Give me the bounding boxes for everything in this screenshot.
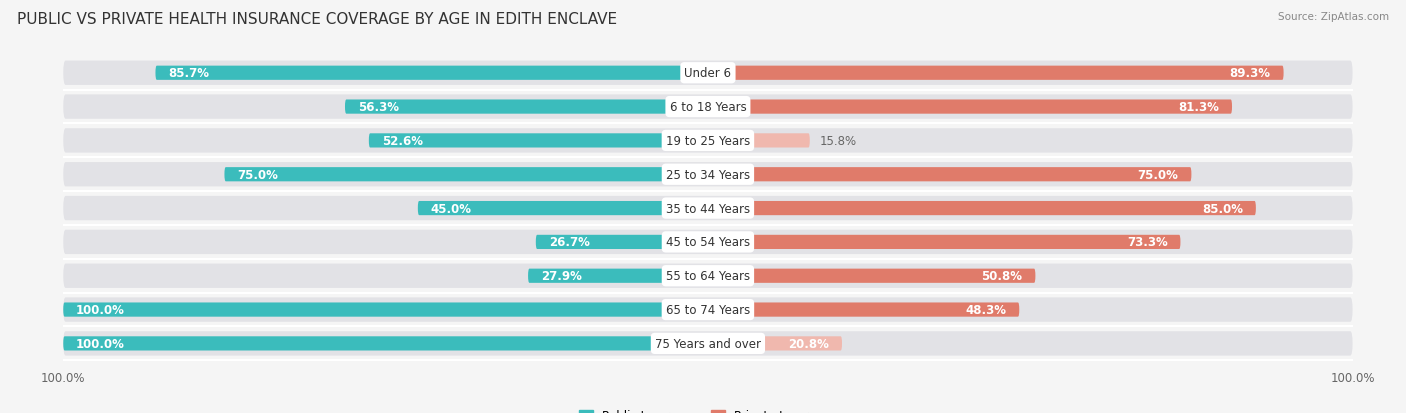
FancyBboxPatch shape: [63, 230, 1353, 254]
FancyBboxPatch shape: [63, 197, 1353, 221]
FancyBboxPatch shape: [529, 269, 707, 283]
Text: 45.0%: 45.0%: [430, 202, 472, 215]
Text: 100.0%: 100.0%: [76, 337, 125, 350]
Text: 81.3%: 81.3%: [1178, 101, 1219, 114]
Text: 19 to 25 Years: 19 to 25 Years: [666, 135, 749, 147]
Text: 27.9%: 27.9%: [541, 270, 582, 282]
Text: 55 to 64 Years: 55 to 64 Years: [666, 270, 749, 282]
FancyBboxPatch shape: [63, 163, 1353, 187]
Text: 89.3%: 89.3%: [1230, 67, 1271, 80]
Text: 25 to 34 Years: 25 to 34 Years: [666, 169, 749, 181]
Text: 15.8%: 15.8%: [820, 135, 856, 147]
Text: 45 to 54 Years: 45 to 54 Years: [666, 236, 749, 249]
FancyBboxPatch shape: [707, 337, 842, 351]
FancyBboxPatch shape: [225, 168, 707, 182]
Text: Under 6: Under 6: [685, 67, 731, 80]
Text: 6 to 18 Years: 6 to 18 Years: [669, 101, 747, 114]
Text: 85.7%: 85.7%: [169, 67, 209, 80]
Text: 48.3%: 48.3%: [966, 303, 1007, 316]
Text: 26.7%: 26.7%: [548, 236, 589, 249]
Text: 73.3%: 73.3%: [1126, 236, 1167, 249]
Text: 85.0%: 85.0%: [1202, 202, 1243, 215]
FancyBboxPatch shape: [707, 269, 1035, 283]
Text: 100.0%: 100.0%: [76, 303, 125, 316]
Text: 75 Years and over: 75 Years and over: [655, 337, 761, 350]
FancyBboxPatch shape: [536, 235, 707, 249]
Text: PUBLIC VS PRIVATE HEALTH INSURANCE COVERAGE BY AGE IN EDITH ENCLAVE: PUBLIC VS PRIVATE HEALTH INSURANCE COVER…: [17, 12, 617, 27]
Text: 50.8%: 50.8%: [981, 270, 1022, 282]
FancyBboxPatch shape: [63, 62, 1353, 86]
Text: 75.0%: 75.0%: [1137, 169, 1178, 181]
FancyBboxPatch shape: [707, 303, 1019, 317]
Text: 75.0%: 75.0%: [238, 169, 278, 181]
FancyBboxPatch shape: [63, 95, 1353, 119]
Text: 65 to 74 Years: 65 to 74 Years: [666, 303, 749, 316]
Text: 20.8%: 20.8%: [789, 337, 830, 350]
Legend: Public Insurance, Private Insurance: Public Insurance, Private Insurance: [579, 409, 837, 413]
FancyBboxPatch shape: [707, 202, 1256, 216]
FancyBboxPatch shape: [707, 134, 810, 148]
Text: 56.3%: 56.3%: [359, 101, 399, 114]
FancyBboxPatch shape: [707, 100, 1232, 114]
FancyBboxPatch shape: [368, 134, 707, 148]
FancyBboxPatch shape: [63, 337, 707, 351]
FancyBboxPatch shape: [707, 235, 1181, 249]
FancyBboxPatch shape: [63, 129, 1353, 153]
FancyBboxPatch shape: [63, 331, 1353, 356]
FancyBboxPatch shape: [707, 66, 1284, 81]
Text: 35 to 44 Years: 35 to 44 Years: [666, 202, 749, 215]
FancyBboxPatch shape: [63, 303, 707, 317]
FancyBboxPatch shape: [344, 100, 707, 114]
Text: Source: ZipAtlas.com: Source: ZipAtlas.com: [1278, 12, 1389, 22]
FancyBboxPatch shape: [418, 202, 707, 216]
FancyBboxPatch shape: [707, 168, 1191, 182]
FancyBboxPatch shape: [63, 264, 1353, 288]
FancyBboxPatch shape: [156, 66, 707, 81]
Text: 52.6%: 52.6%: [381, 135, 423, 147]
FancyBboxPatch shape: [63, 298, 1353, 322]
